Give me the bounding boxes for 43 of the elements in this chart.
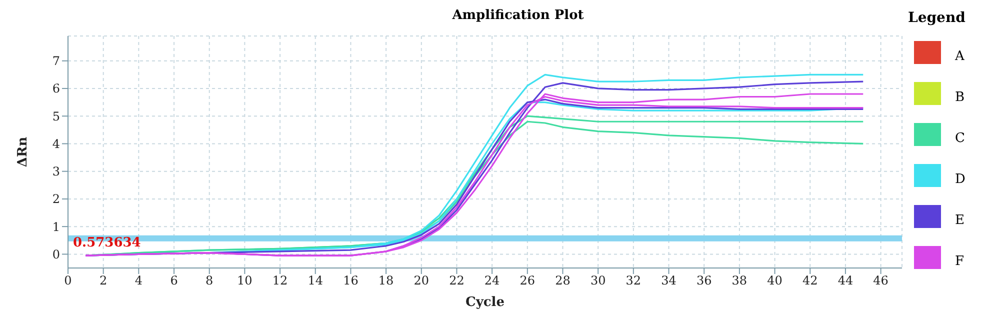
x-tick-label: 10 bbox=[237, 274, 252, 288]
x-tick-label: 0 bbox=[64, 274, 72, 288]
ref-line-label: 0.573634 bbox=[73, 236, 141, 251]
x-tick-label: 16 bbox=[343, 274, 358, 288]
legend-label: F bbox=[955, 253, 964, 269]
x-tick-label: 40 bbox=[767, 274, 782, 288]
x-tick-label: 32 bbox=[626, 274, 642, 288]
x-tick-label: 22 bbox=[449, 274, 464, 288]
x-tick-label: 12 bbox=[272, 274, 288, 288]
x-tick-label: 42 bbox=[802, 274, 818, 288]
y-tick-label: 5 bbox=[52, 109, 60, 124]
x-tick-label: 4 bbox=[134, 274, 143, 288]
x-tick-label: 30 bbox=[590, 274, 606, 288]
legend-label: E bbox=[955, 212, 964, 228]
x-tick-label: 2 bbox=[100, 274, 108, 288]
y-tick-label: 2 bbox=[52, 192, 60, 206]
legend-label: B bbox=[955, 89, 965, 105]
y-tick-label: 0 bbox=[52, 247, 60, 262]
x-tick-label: 34 bbox=[661, 274, 677, 288]
y-tick-label: 6 bbox=[52, 82, 60, 96]
x-tick-label: 8 bbox=[206, 274, 214, 288]
y-tick-label: 4 bbox=[52, 136, 60, 151]
x-axis-title: Cycle bbox=[465, 295, 505, 310]
x-tick-label: 44 bbox=[838, 274, 854, 288]
legend-title: Legend bbox=[908, 10, 966, 26]
x-tick-label: 46 bbox=[873, 274, 888, 288]
x-tick-label: 24 bbox=[484, 274, 500, 288]
y-tick-label: 3 bbox=[52, 164, 60, 179]
x-tick-label: 38 bbox=[732, 274, 748, 288]
y-tick-label: 1 bbox=[52, 220, 60, 234]
chart-title: Amplification Plot bbox=[452, 8, 584, 23]
x-tick-label: 18 bbox=[378, 274, 394, 288]
y-axis-title: ΔRn bbox=[16, 136, 31, 168]
legend-label: A bbox=[955, 48, 964, 64]
legend-label: D bbox=[955, 171, 966, 187]
x-tick-label: 26 bbox=[520, 274, 536, 288]
y-tick-label: 7 bbox=[52, 54, 60, 68]
x-tick-label: 28 bbox=[555, 274, 570, 288]
x-tick-label: 6 bbox=[170, 274, 178, 288]
x-tick-label: 36 bbox=[696, 274, 712, 288]
legend-label: C bbox=[955, 130, 965, 146]
x-tick-label: 20 bbox=[414, 274, 430, 288]
x-tick-label: 14 bbox=[308, 274, 324, 288]
